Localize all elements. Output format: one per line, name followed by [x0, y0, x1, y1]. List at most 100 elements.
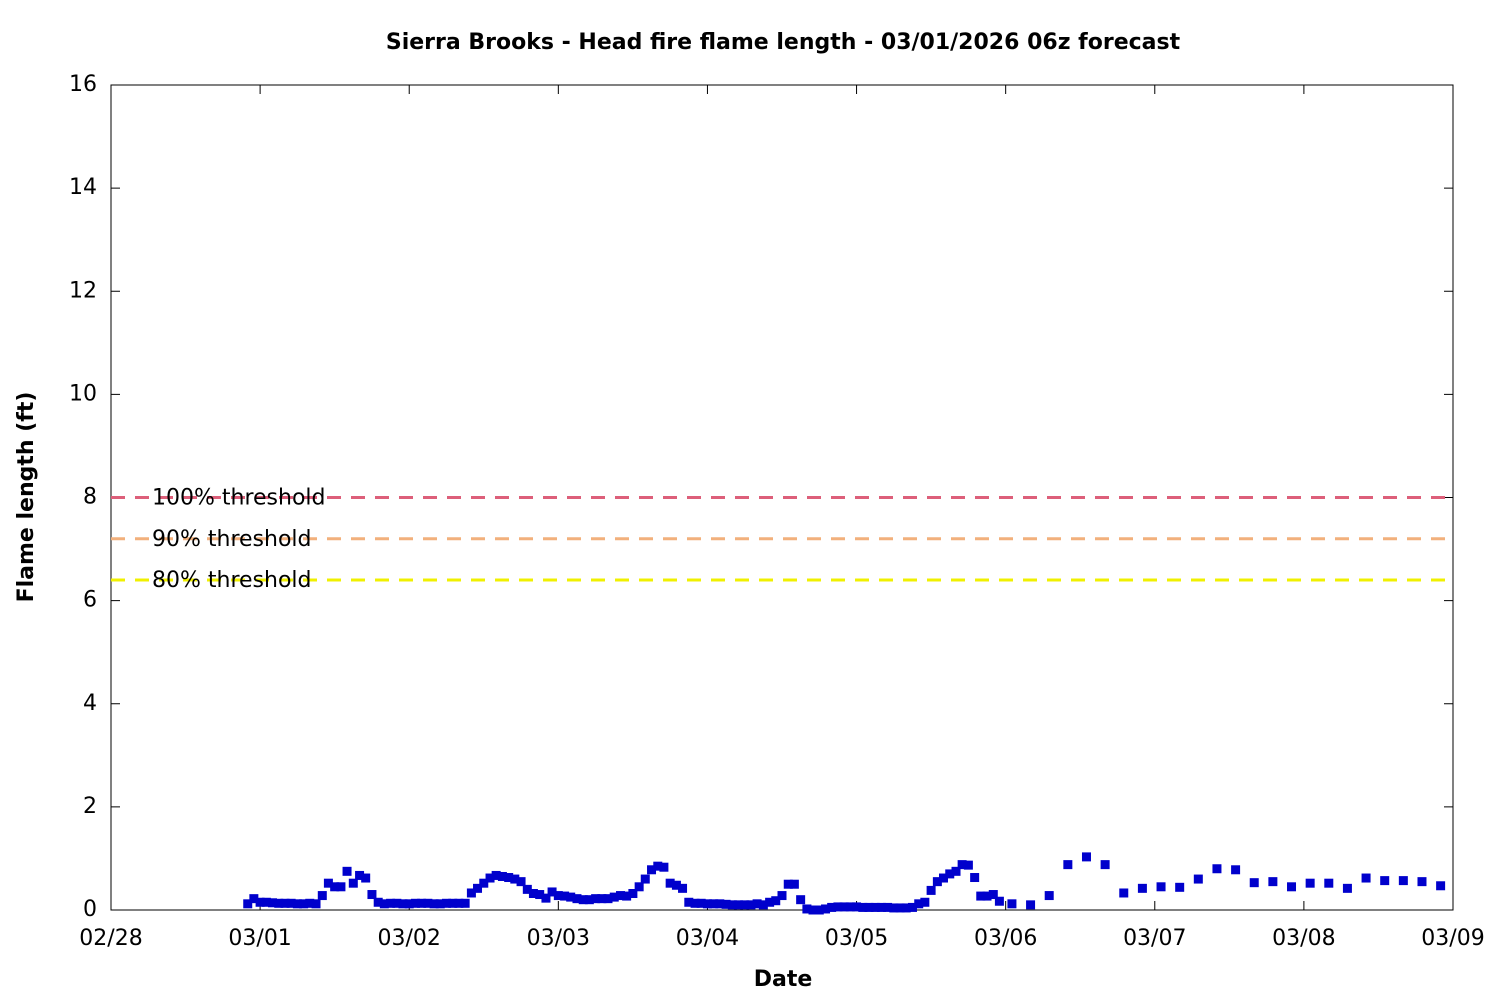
data-point [926, 885, 936, 895]
data-point [702, 899, 712, 909]
y-tick-label: 4 [83, 691, 97, 716]
data-point [609, 892, 619, 902]
data-point [771, 896, 781, 906]
data-point [286, 898, 296, 908]
data-point [808, 905, 818, 915]
threshold-label: 90% threshold [152, 527, 312, 552]
data-point [821, 904, 831, 914]
data-point [292, 899, 302, 909]
data-point [883, 902, 893, 912]
data-point [1342, 883, 1352, 893]
x-tick-label: 03/03 [527, 926, 590, 951]
data-point [448, 898, 458, 908]
x-tick-label: 03/04 [676, 926, 739, 951]
data-point [1175, 882, 1185, 892]
data-point [243, 899, 253, 909]
data-point [690, 898, 700, 908]
data-point [994, 896, 1004, 906]
data-point [982, 891, 992, 901]
data-point [876, 902, 886, 912]
data-point [466, 888, 476, 898]
data-point [423, 898, 433, 908]
data-point [1193, 874, 1203, 884]
data-point [504, 873, 514, 883]
data-point [746, 900, 756, 910]
data-point [597, 894, 607, 904]
data-point [622, 891, 632, 901]
data-point [1231, 865, 1241, 875]
data-point [1305, 878, 1315, 888]
data-point [410, 898, 420, 908]
data-point [305, 898, 315, 908]
data-point [528, 889, 538, 898]
data-point [516, 877, 526, 887]
x-tick-label: 03/07 [1123, 926, 1186, 951]
data-point [665, 878, 675, 888]
data-point [311, 899, 321, 909]
data-point [435, 899, 445, 909]
x-tick-label: 03/05 [825, 926, 888, 951]
data-point [1398, 876, 1408, 886]
data-point [740, 900, 750, 910]
y-tick-label: 14 [69, 175, 97, 200]
y-axis-label: Flame length (ft) [14, 392, 39, 603]
data-point [976, 891, 986, 901]
data-point [833, 902, 843, 912]
data-point [491, 870, 501, 880]
data-point [317, 891, 327, 901]
data-point [299, 899, 309, 909]
data-point [647, 865, 657, 875]
data-point [920, 897, 930, 907]
data-point [963, 860, 973, 870]
x-tick-label: 03/06 [974, 926, 1037, 951]
data-point [547, 887, 557, 897]
y-tick-label: 10 [69, 381, 97, 406]
y-tick-label: 12 [69, 278, 97, 303]
data-point [951, 866, 961, 876]
data-point [280, 898, 290, 908]
data-point [1007, 899, 1017, 909]
data-point [758, 900, 768, 910]
data-point [678, 883, 688, 893]
data-point [752, 899, 762, 909]
data-point [267, 898, 277, 908]
data-point [355, 870, 365, 880]
data-point [1361, 873, 1371, 883]
y-tick-label: 8 [83, 485, 97, 510]
data-point [473, 883, 483, 893]
data-point [336, 882, 346, 892]
data-point [1026, 900, 1036, 910]
data-point [1119, 888, 1129, 898]
data-point [616, 891, 626, 901]
data-point [970, 873, 980, 883]
data-point [827, 902, 837, 912]
data-point [1044, 891, 1054, 901]
data-point [777, 891, 787, 901]
data-point [938, 873, 948, 883]
data-point [721, 899, 731, 909]
data-point [1063, 860, 1073, 870]
data-point [348, 878, 358, 888]
data-point [1156, 882, 1166, 892]
data-point [584, 895, 594, 905]
threshold-label: 100% threshold [152, 486, 326, 511]
data-point [560, 891, 570, 901]
data-point [373, 897, 383, 907]
data-point [379, 899, 389, 909]
data-point [1287, 882, 1297, 892]
data-point [572, 894, 582, 904]
data-point [889, 903, 899, 913]
data-point [1100, 860, 1110, 870]
chart-title: Sierra Brooks - Head fire flame length -… [386, 30, 1181, 55]
data-point [783, 879, 793, 889]
data-point [988, 890, 998, 900]
data-point [696, 898, 706, 908]
data-point [684, 897, 694, 907]
x-tick-label: 03/02 [378, 926, 441, 951]
data-point [454, 898, 464, 908]
data-point [603, 894, 613, 904]
data-point [671, 880, 681, 890]
data-point [274, 898, 284, 908]
data-point [1324, 878, 1334, 888]
